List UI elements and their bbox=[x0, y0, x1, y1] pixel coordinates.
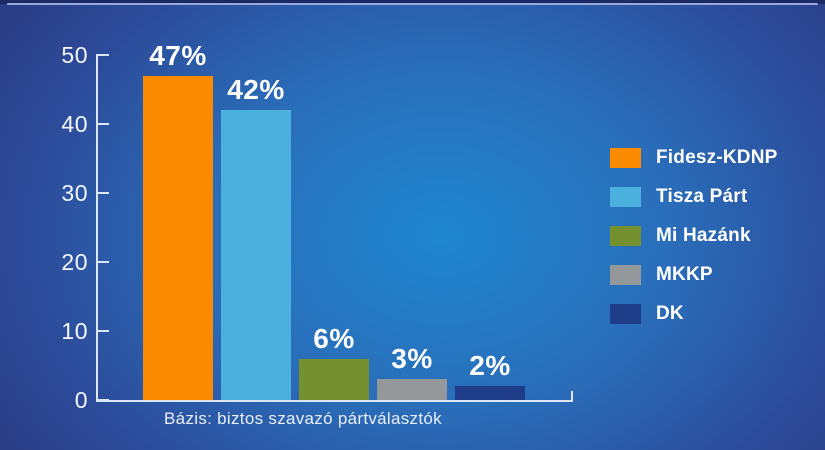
bar-dk bbox=[455, 386, 525, 400]
legend-item-fidesz-kdnp: Fidesz-KDNP bbox=[610, 147, 778, 169]
legend-label-fidesz-kdnp: Fidesz-KDNP bbox=[656, 147, 778, 168]
y-tick-20 bbox=[97, 261, 109, 263]
bar-mi-haz-nk bbox=[299, 359, 369, 400]
bar-value-label-mi-haz-nk: 6% bbox=[313, 323, 355, 354]
y-tick-50 bbox=[97, 54, 109, 56]
y-tick-label-10: 10 bbox=[61, 318, 88, 344]
legend-item-tisza-p-rt: Tisza Párt bbox=[610, 186, 778, 208]
y-tick-40 bbox=[97, 123, 109, 125]
bar-mkkp bbox=[377, 379, 447, 400]
legend-label-dk: DK bbox=[656, 303, 684, 324]
legend-swatch-dk bbox=[610, 304, 641, 324]
axis-caption: Bázis: biztos szavazó pártválasztók bbox=[164, 409, 442, 428]
bar-value-label-tisza-p-rt: 42% bbox=[227, 74, 285, 105]
legend-item-mi-haz-nk: Mi Hazánk bbox=[610, 225, 778, 247]
legend-label-mi-haz-nk: Mi Hazánk bbox=[656, 225, 751, 246]
y-tick-label-30: 30 bbox=[61, 180, 88, 206]
y-tick-0 bbox=[97, 399, 109, 401]
y-tick-label-0: 0 bbox=[74, 387, 88, 413]
legend: Fidesz-KDNP Tisza Párt Mi Hazánk MKKP DK bbox=[610, 147, 778, 325]
y-axis-line bbox=[96, 54, 98, 402]
y-tick-10 bbox=[97, 330, 109, 332]
bar-value-label-dk: 2% bbox=[469, 350, 511, 381]
bar-tisza-p-rt bbox=[221, 110, 291, 400]
legend-item-mkkp: MKKP bbox=[610, 264, 778, 286]
legend-swatch-mkkp bbox=[610, 265, 641, 285]
legend-swatch-fidesz-kdnp bbox=[610, 148, 641, 168]
y-tick-label-50: 50 bbox=[61, 42, 88, 68]
legend-item-dk: DK bbox=[610, 303, 778, 325]
y-tick-label-40: 40 bbox=[61, 111, 88, 137]
bar-value-label-fidesz-kdnp: 47% bbox=[149, 40, 207, 71]
bar-fidesz-kdnp bbox=[143, 76, 213, 400]
bar-value-label-mkkp: 3% bbox=[391, 343, 433, 374]
legend-swatch-tisza-p-rt bbox=[610, 187, 641, 207]
legend-label-tisza-p-rt: Tisza Párt bbox=[656, 186, 748, 207]
top-strip bbox=[0, 0, 825, 4]
x-axis-end-tick bbox=[571, 391, 573, 401]
y-tick-30 bbox=[97, 192, 109, 194]
legend-label-mkkp: MKKP bbox=[656, 264, 713, 285]
top-divider-line bbox=[7, 3, 818, 5]
y-tick-label-20: 20 bbox=[61, 249, 88, 275]
x-axis-line bbox=[96, 400, 573, 402]
legend-swatch-mi-haz-nk bbox=[610, 226, 641, 246]
